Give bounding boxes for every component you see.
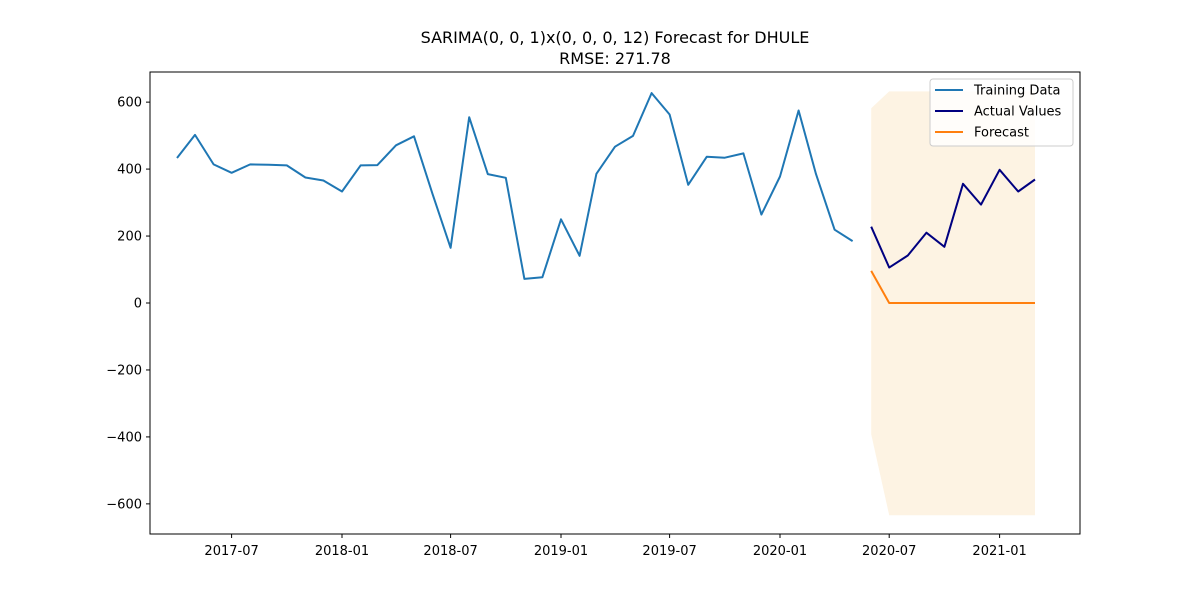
x-tick-label: 2020-01 xyxy=(753,544,807,559)
x-tick-label: 2019-01 xyxy=(534,544,588,559)
series-layer xyxy=(176,92,1036,304)
series-line-actual-values xyxy=(870,168,1036,269)
legend-label-actual-values: Actual Values xyxy=(974,105,1062,120)
chart-title-text: SARIMA(0, 0, 1)x(0, 0, 0, 12) Forecast f… xyxy=(421,28,810,47)
y-tick-label: 600 xyxy=(117,96,142,111)
legend-label-forecast: Forecast xyxy=(974,126,1029,141)
chart-subtitle-text: RMSE: 271.78 xyxy=(559,49,671,68)
chart-title: SARIMA(0, 0, 1)x(0, 0, 0, 12) Forecast f… xyxy=(421,28,810,68)
y-tick-label: −400 xyxy=(106,430,142,445)
series-line-training-data xyxy=(176,92,854,280)
y-tick-label: −600 xyxy=(106,497,142,512)
x-tick-label: 2019-07 xyxy=(642,544,696,559)
x-tick-label: 2021-01 xyxy=(972,544,1026,559)
y-tick-label: 0 xyxy=(134,297,142,312)
legend-label-training-data: Training Data xyxy=(973,84,1060,99)
y-tick-label: 400 xyxy=(117,163,142,178)
series-line-forecast xyxy=(870,270,1035,304)
x-tick-label: 2020-07 xyxy=(862,544,916,559)
x-tick-label: 2017-07 xyxy=(204,544,258,559)
y-tick-label: −200 xyxy=(106,363,142,378)
legend: Training Data Actual Values Forecast xyxy=(929,78,1074,147)
y-tick-label: 200 xyxy=(117,230,142,245)
x-axis: 2017-07 2018-01 2018-07 2019-01 2019-07 2020-… xyxy=(204,534,1027,559)
y-axis: 600 400 200 0 −200 −400 −600 xyxy=(106,96,150,512)
x-tick-label: 2018-07 xyxy=(423,544,477,559)
legend-box xyxy=(929,78,1074,147)
x-tick-label: 2018-01 xyxy=(315,544,369,559)
